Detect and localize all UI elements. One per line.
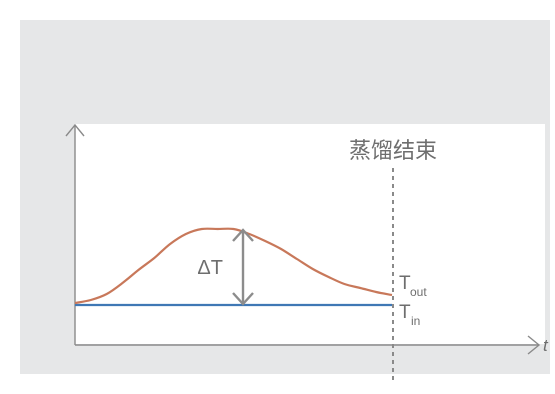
series-label-t-out-main: T (399, 273, 411, 294)
y-axis-arrow (65, 123, 85, 137)
series-label-t-in-subscript: in (411, 314, 420, 328)
distillation-end-label: 蒸馏结束 (349, 139, 437, 164)
series-line-t-out (74, 227, 393, 305)
x-axis-arrow (527, 335, 541, 355)
x-axis-label: t (543, 336, 549, 355)
series-label-t-out-subscript: out (410, 285, 427, 299)
plot-background (75, 124, 545, 344)
series-label-t-out: T out (399, 273, 427, 299)
delta-t-label: ΔT (197, 257, 223, 279)
series-label-t-in-main: T (399, 302, 411, 323)
series-label-t-in: T in (399, 302, 420, 328)
delta-t-arrowhead-top (232, 228, 254, 242)
delta-t-arrowhead-bottom (232, 292, 254, 306)
axes-group: t (65, 123, 549, 355)
delta-t-annotation: ΔT (197, 228, 254, 306)
